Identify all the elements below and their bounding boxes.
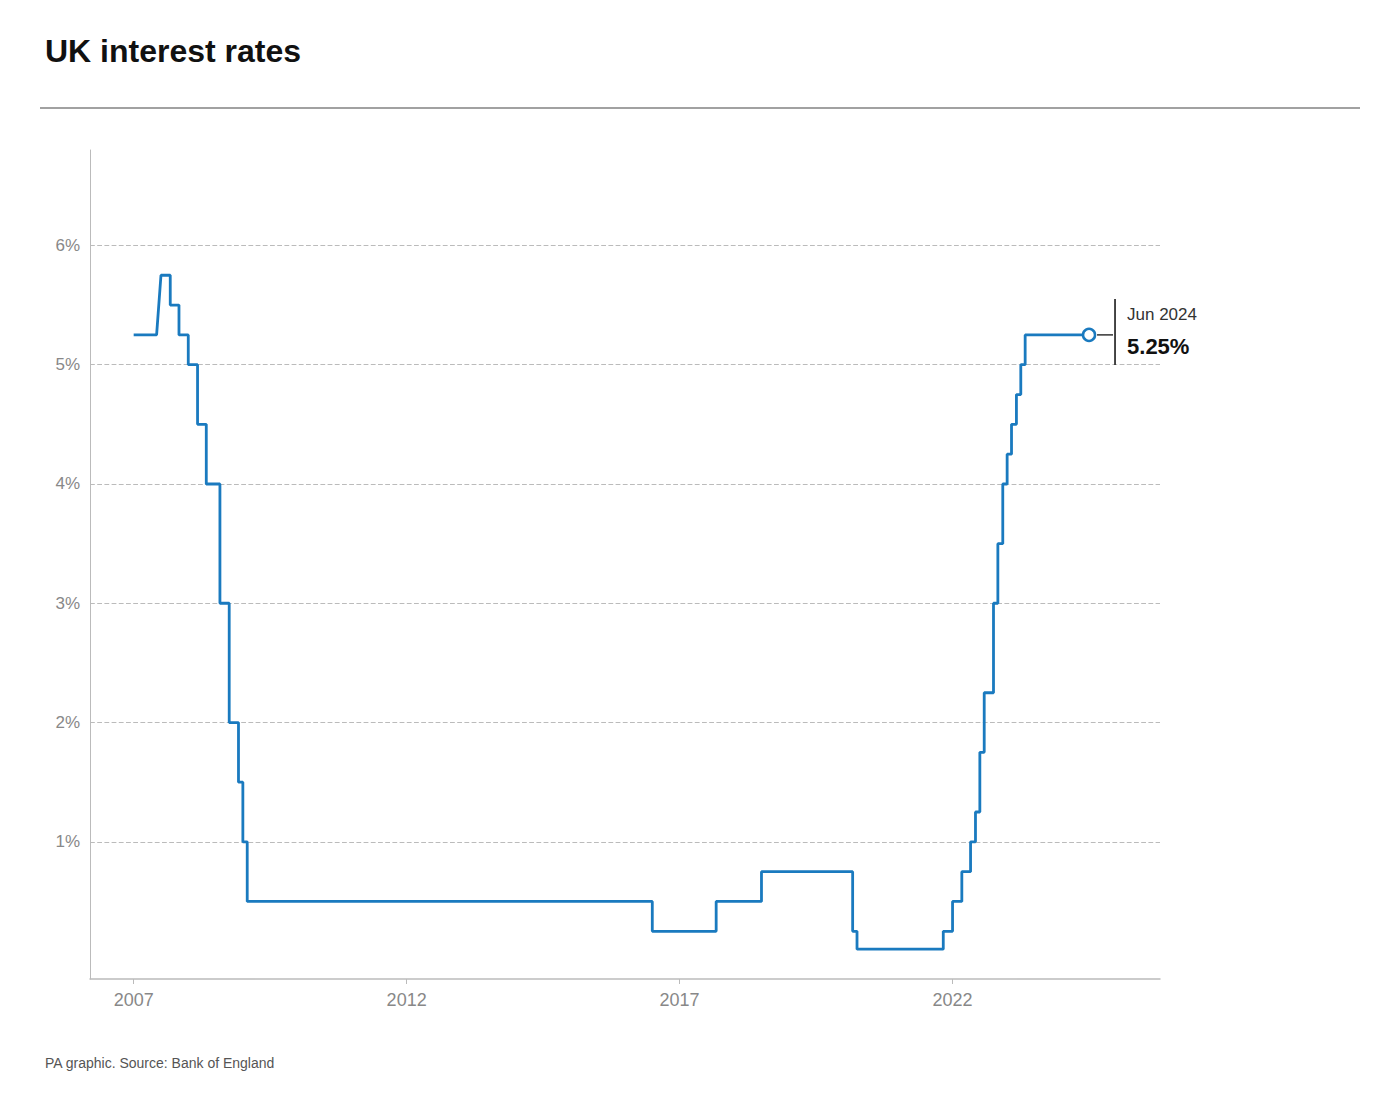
svg-text:2%: 2% bbox=[55, 713, 80, 732]
svg-text:5.25%: 5.25% bbox=[1127, 334, 1189, 359]
svg-text:UK interest rates: UK interest rates bbox=[45, 33, 301, 69]
svg-text:5%: 5% bbox=[55, 355, 80, 374]
svg-text:3%: 3% bbox=[55, 594, 80, 613]
svg-text:PA graphic. Source: Bank of En: PA graphic. Source: Bank of England bbox=[45, 1055, 274, 1071]
svg-text:6%: 6% bbox=[55, 236, 80, 255]
svg-text:Jun 2024: Jun 2024 bbox=[1127, 305, 1197, 324]
svg-text:4%: 4% bbox=[55, 474, 80, 493]
svg-text:2007: 2007 bbox=[114, 990, 154, 1010]
svg-text:1%: 1% bbox=[55, 832, 80, 851]
svg-text:2022: 2022 bbox=[933, 990, 973, 1010]
svg-text:2017: 2017 bbox=[660, 990, 700, 1010]
svg-text:2012: 2012 bbox=[387, 990, 427, 1010]
